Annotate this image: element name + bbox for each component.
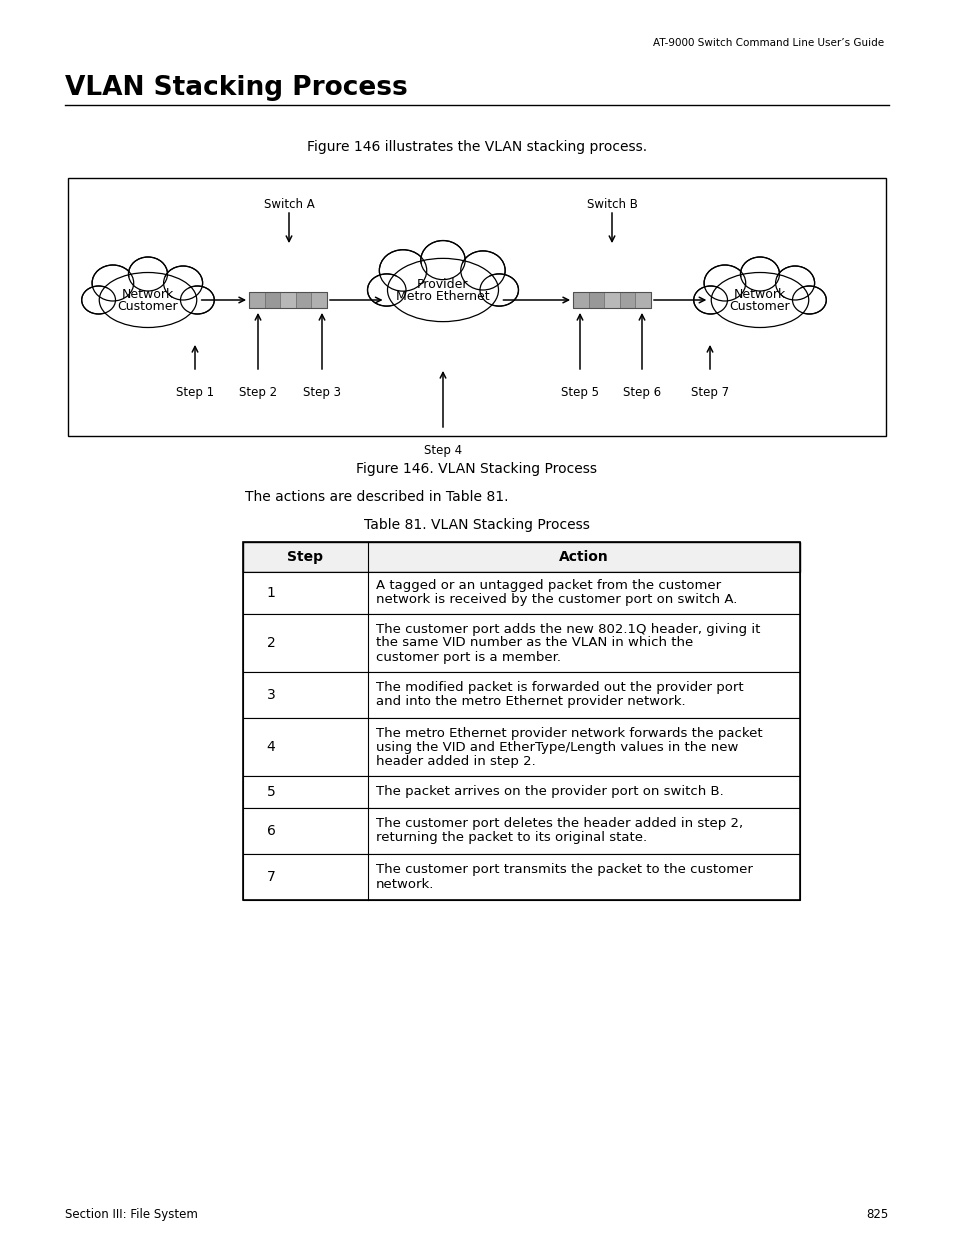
Ellipse shape (393, 279, 493, 324)
Text: Table 81. VLAN Stacking Process: Table 81. VLAN Stacking Process (364, 517, 589, 532)
Text: Network: Network (122, 288, 174, 300)
Text: Figure 146. VLAN Stacking Process: Figure 146. VLAN Stacking Process (356, 462, 597, 475)
Bar (243, 542, 800, 572)
Text: customer port is a member.: customer port is a member. (375, 651, 560, 663)
Ellipse shape (367, 274, 406, 306)
Ellipse shape (713, 275, 806, 325)
Text: 2: 2 (266, 636, 275, 650)
Bar (249, 291, 327, 308)
Text: Network: Network (733, 288, 785, 300)
Text: The customer port adds the new 802.1Q header, giving it: The customer port adds the new 802.1Q he… (375, 622, 760, 636)
Text: Step 3: Step 3 (303, 387, 340, 399)
Text: 7: 7 (266, 869, 275, 884)
Text: Figure 146 illustrates the VLAN stacking process.: Figure 146 illustrates the VLAN stacking… (307, 140, 646, 154)
Ellipse shape (129, 257, 168, 291)
Text: Customer: Customer (729, 300, 789, 312)
Bar (249, 291, 264, 308)
Text: 5: 5 (266, 785, 275, 799)
Bar (243, 542, 800, 900)
Text: Switch A: Switch A (263, 198, 314, 211)
Bar (68, 178, 885, 436)
Bar (295, 291, 311, 308)
Bar (243, 808, 800, 853)
Text: Section III: File System: Section III: File System (65, 1208, 197, 1221)
Bar (264, 291, 280, 308)
Ellipse shape (460, 251, 505, 290)
Text: The customer port transmits the packet to the customer: The customer port transmits the packet t… (375, 863, 752, 877)
Ellipse shape (163, 266, 202, 300)
Bar (603, 291, 619, 308)
Bar (243, 776, 800, 808)
Text: Step 4: Step 4 (423, 445, 461, 457)
Ellipse shape (92, 266, 133, 301)
Text: returning the packet to its original state.: returning the packet to its original sta… (375, 831, 646, 845)
Text: Customer: Customer (117, 300, 178, 312)
Bar (243, 853, 800, 900)
Bar (588, 291, 603, 308)
Text: 6: 6 (266, 824, 275, 839)
Ellipse shape (715, 291, 803, 329)
Ellipse shape (792, 287, 825, 314)
Ellipse shape (740, 257, 779, 291)
Bar (243, 672, 800, 718)
Bar (635, 291, 650, 308)
Ellipse shape (703, 266, 745, 301)
Text: Step: Step (287, 550, 323, 564)
Ellipse shape (390, 262, 496, 319)
Ellipse shape (102, 287, 193, 329)
Ellipse shape (82, 287, 115, 314)
Text: 825: 825 (866, 1208, 888, 1221)
Text: Step 6: Step 6 (622, 387, 660, 399)
Text: Switch B: Switch B (586, 198, 637, 211)
Ellipse shape (420, 241, 465, 279)
Text: The actions are described in Table 81.: The actions are described in Table 81. (245, 490, 508, 504)
Ellipse shape (99, 273, 196, 327)
Ellipse shape (101, 275, 194, 325)
Bar (243, 572, 800, 614)
Ellipse shape (387, 258, 498, 321)
Ellipse shape (775, 266, 814, 300)
Bar (573, 291, 588, 308)
Ellipse shape (104, 291, 192, 329)
Ellipse shape (711, 273, 808, 327)
Text: The customer port deletes the header added in step 2,: The customer port deletes the header add… (375, 818, 742, 830)
Text: The metro Ethernet provider network forwards the packet: The metro Ethernet provider network forw… (375, 726, 761, 740)
Text: and into the metro Ethernet provider network.: and into the metro Ethernet provider net… (375, 695, 685, 709)
Bar (311, 291, 327, 308)
Text: Step 1: Step 1 (175, 387, 213, 399)
Bar (619, 291, 635, 308)
Text: AT-9000 Switch Command Line User’s Guide: AT-9000 Switch Command Line User’s Guide (652, 38, 883, 48)
Text: Step 2: Step 2 (238, 387, 276, 399)
Ellipse shape (693, 287, 727, 314)
Text: 3: 3 (266, 688, 275, 701)
Text: header added in step 2.: header added in step 2. (375, 755, 536, 767)
Text: VLAN Stacking Process: VLAN Stacking Process (65, 75, 407, 101)
Ellipse shape (180, 287, 214, 314)
Ellipse shape (479, 274, 517, 306)
Text: network is received by the customer port on switch A.: network is received by the customer port… (375, 594, 737, 606)
Ellipse shape (391, 275, 495, 324)
Text: Step 5: Step 5 (560, 387, 598, 399)
Text: network.: network. (375, 878, 434, 890)
Text: A tagged or an untagged packet from the customer: A tagged or an untagged packet from the … (375, 579, 720, 593)
Text: using the VID and EtherType/Length values in the new: using the VID and EtherType/Length value… (375, 741, 738, 753)
Ellipse shape (379, 249, 426, 291)
Bar (280, 291, 295, 308)
Bar (243, 718, 800, 776)
Text: Step 7: Step 7 (690, 387, 728, 399)
Text: The packet arrives on the provider port on switch B.: The packet arrives on the provider port … (375, 785, 723, 799)
Bar (243, 614, 800, 672)
Bar (573, 291, 650, 308)
Text: the same VID number as the VLAN in which the: the same VID number as the VLAN in which… (375, 636, 693, 650)
Text: 4: 4 (266, 740, 275, 755)
Text: The modified packet is forwarded out the provider port: The modified packet is forwarded out the… (375, 682, 742, 694)
Text: 1: 1 (266, 585, 275, 600)
Text: Action: Action (558, 550, 608, 564)
Text: Provider: Provider (416, 278, 468, 290)
Text: Metro Ethernet: Metro Ethernet (395, 289, 489, 303)
Ellipse shape (714, 287, 804, 329)
